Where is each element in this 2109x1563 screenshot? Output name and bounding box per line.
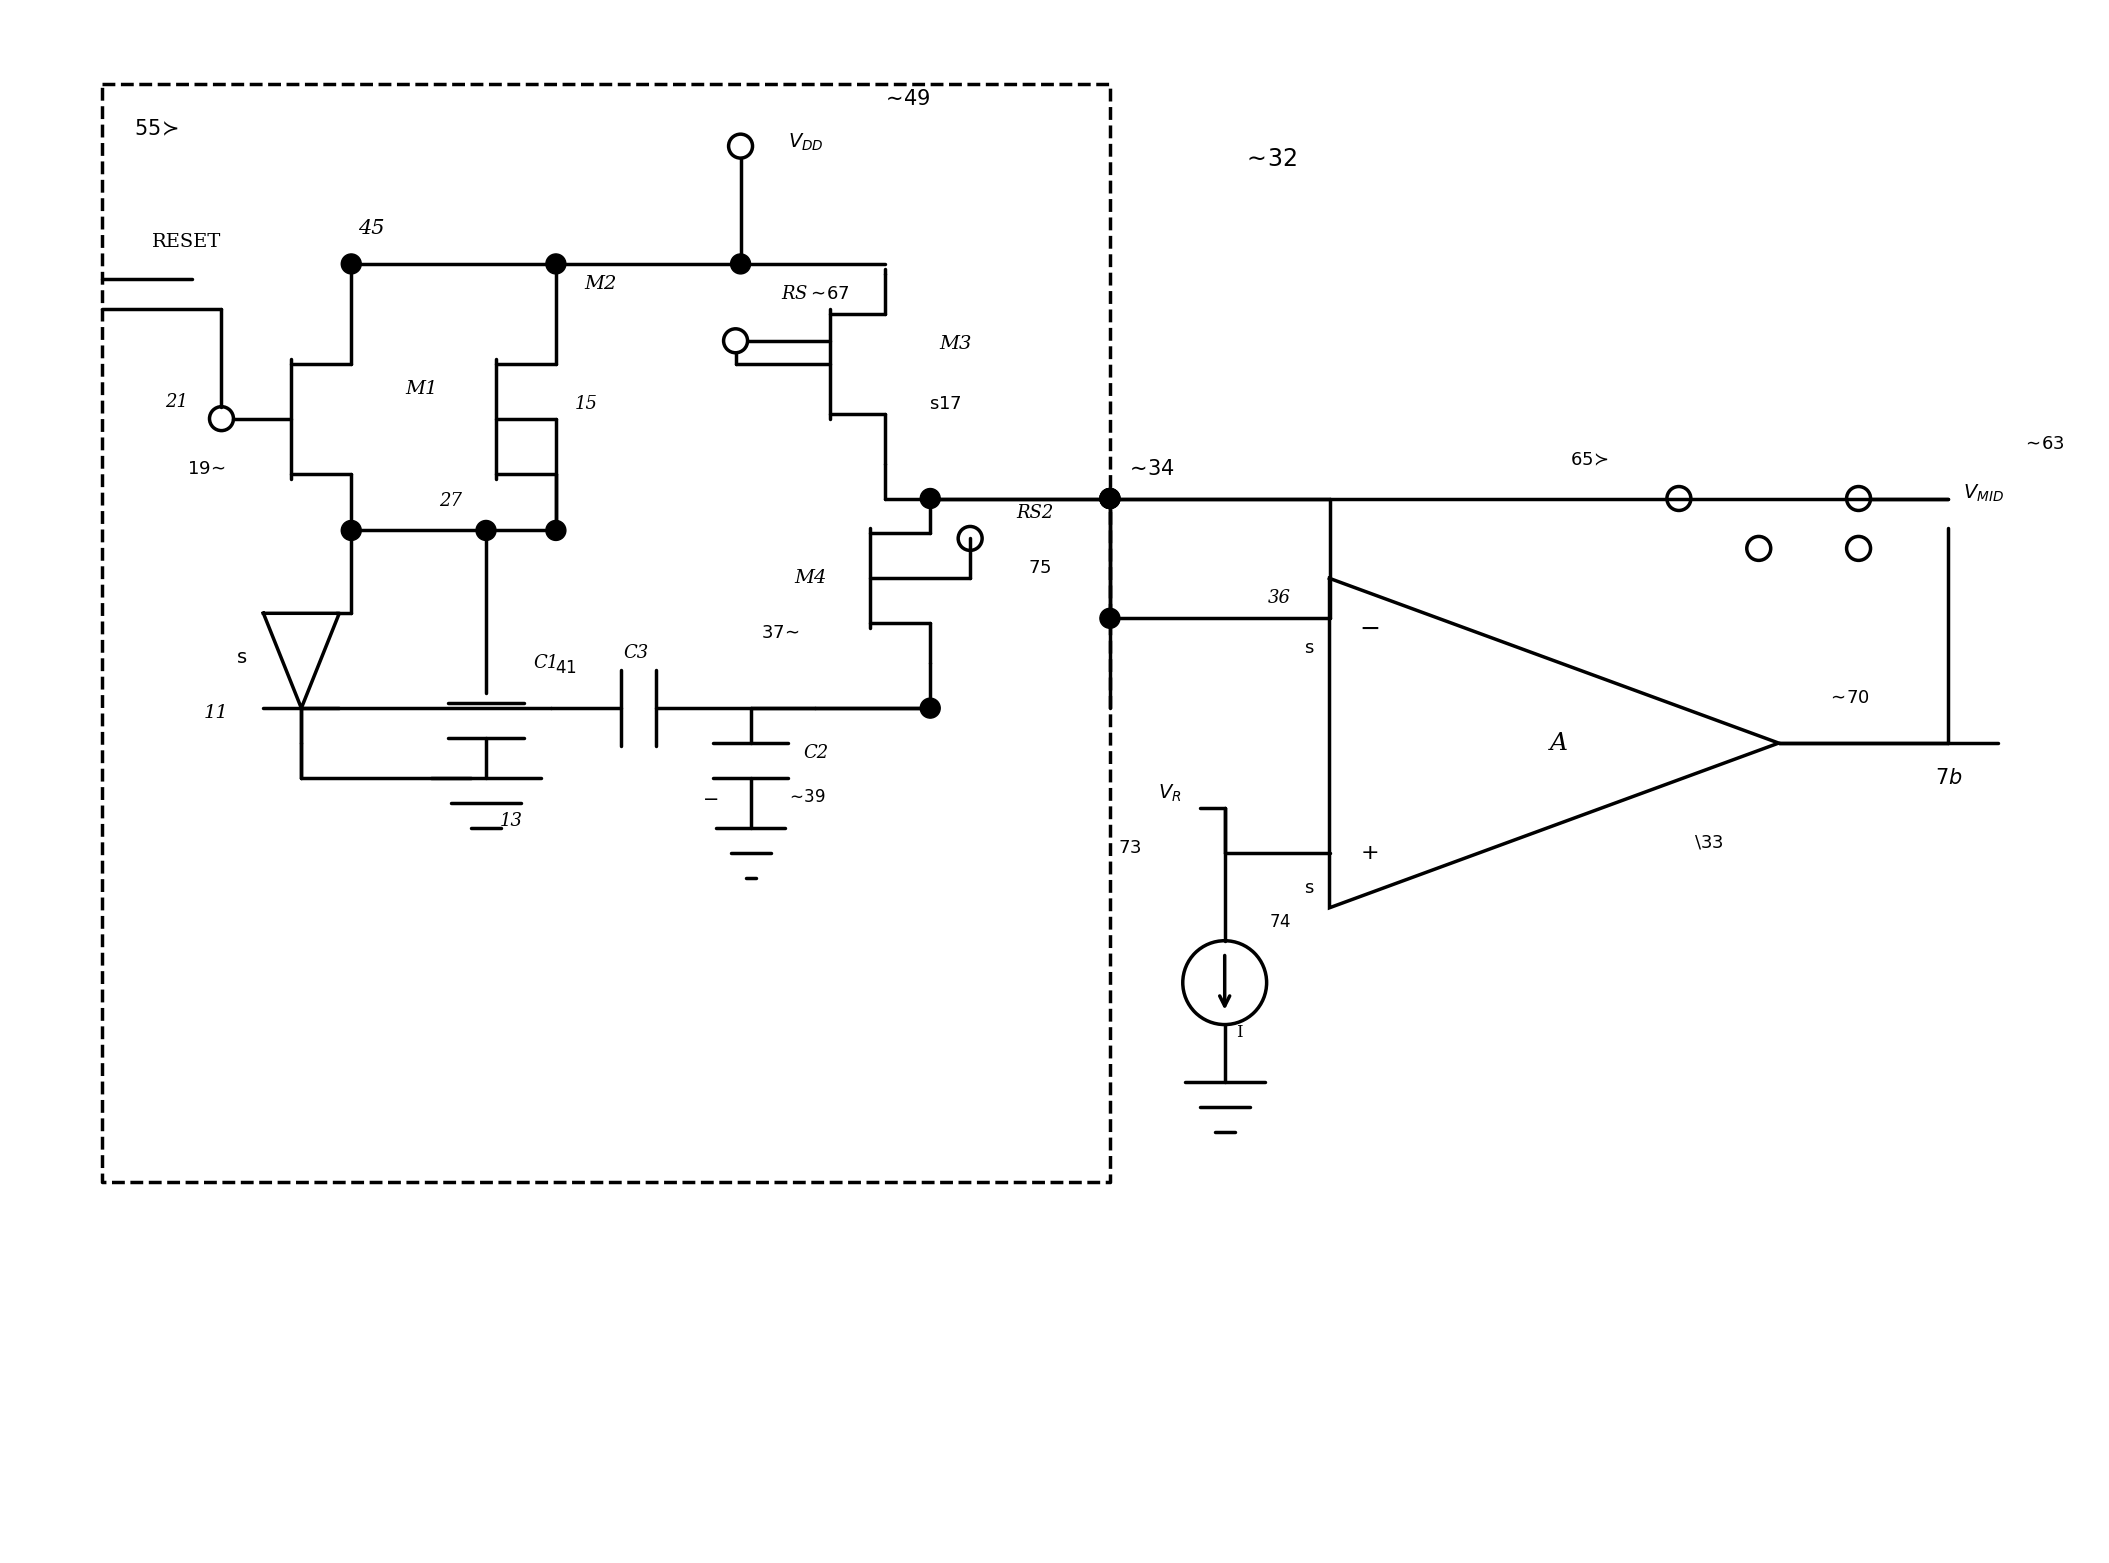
Text: M3: M3 xyxy=(939,334,972,353)
Circle shape xyxy=(1101,489,1120,508)
Text: M4: M4 xyxy=(795,569,827,588)
Text: $V_{MID}$: $V_{MID}$ xyxy=(1963,483,2004,505)
Text: M2: M2 xyxy=(584,275,618,292)
Circle shape xyxy=(920,489,941,508)
Text: C1: C1 xyxy=(534,655,559,672)
Text: $65\!\succ$: $65\!\succ$ xyxy=(1569,452,1609,469)
Text: $\sim\!34$: $\sim\!34$ xyxy=(1124,458,1175,478)
Text: $-$: $-$ xyxy=(702,789,719,807)
Text: $\sim\!32$: $\sim\!32$ xyxy=(1242,147,1297,170)
Text: $\mathsf{s}17$: $\mathsf{s}17$ xyxy=(928,395,962,413)
Text: 13: 13 xyxy=(500,811,523,830)
Text: C3: C3 xyxy=(622,644,647,663)
Circle shape xyxy=(1101,608,1120,628)
Circle shape xyxy=(1101,489,1120,508)
Text: $+$: $+$ xyxy=(1360,842,1379,864)
Text: M1: M1 xyxy=(405,380,437,397)
Text: $-$: $-$ xyxy=(1360,617,1379,639)
Text: 36: 36 xyxy=(1268,589,1291,608)
Text: $\sim\!49$: $\sim\!49$ xyxy=(882,89,930,109)
Circle shape xyxy=(546,520,565,541)
Text: $55\!\succ$: $55\!\succ$ xyxy=(135,119,179,139)
Text: $74$: $74$ xyxy=(1268,914,1291,932)
Text: $\mathsf{s}$: $\mathsf{s}$ xyxy=(236,649,247,667)
Text: $75$: $75$ xyxy=(1029,560,1052,577)
Text: 21: 21 xyxy=(165,392,188,411)
Text: C2: C2 xyxy=(804,744,829,763)
Text: A: A xyxy=(1550,731,1569,755)
Text: $\sim\!63$: $\sim\!63$ xyxy=(2023,435,2065,453)
Text: $\mathsf{s}$: $\mathsf{s}$ xyxy=(1303,639,1314,656)
Text: $7b$: $7b$ xyxy=(1934,767,1961,788)
Text: 11: 11 xyxy=(205,703,230,722)
Text: $\mathsf{s}$: $\mathsf{s}$ xyxy=(1303,878,1314,897)
Text: RESET: RESET xyxy=(152,233,221,252)
Text: 15: 15 xyxy=(574,395,597,413)
Text: 27: 27 xyxy=(439,492,462,511)
Text: $73$: $73$ xyxy=(1118,839,1141,857)
Circle shape xyxy=(477,520,496,541)
Text: $\mathsf{\backslash}33$: $\mathsf{\backslash}33$ xyxy=(1694,835,1723,852)
Circle shape xyxy=(342,253,361,274)
Circle shape xyxy=(920,699,941,717)
Text: 45: 45 xyxy=(359,219,384,239)
Circle shape xyxy=(546,253,565,274)
Text: $\sim\!39$: $\sim\!39$ xyxy=(787,789,825,807)
Text: $V_R$: $V_R$ xyxy=(1158,783,1181,803)
Text: $V_{DD}$: $V_{DD}$ xyxy=(787,131,823,153)
Text: RS$\sim\!67$: RS$\sim\!67$ xyxy=(780,284,850,303)
Text: $41$: $41$ xyxy=(555,660,576,677)
Circle shape xyxy=(342,520,361,541)
Text: $19\!\sim$: $19\!\sim$ xyxy=(188,460,226,478)
Text: RS2: RS2 xyxy=(1017,505,1054,522)
Text: $37\!\sim$: $37\!\sim$ xyxy=(761,624,799,642)
Text: $\sim\!70$: $\sim\!70$ xyxy=(1826,689,1871,706)
Circle shape xyxy=(1101,489,1120,508)
Text: I: I xyxy=(1236,1024,1242,1041)
Text: $-$: $-$ xyxy=(453,794,468,811)
Circle shape xyxy=(730,253,751,274)
